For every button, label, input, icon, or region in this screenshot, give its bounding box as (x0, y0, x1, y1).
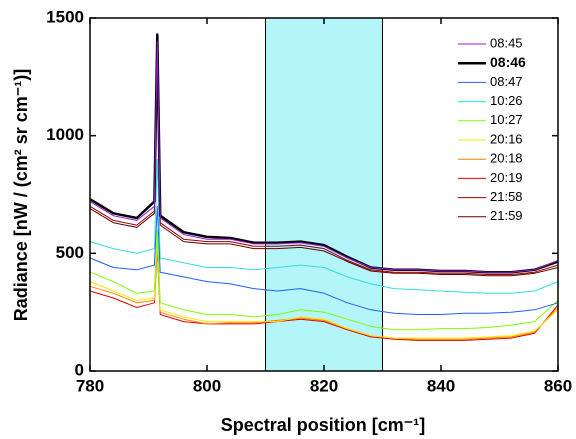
series-line (89, 41, 559, 273)
legend-label: 08:45 (490, 35, 523, 50)
x-tick-label: 800 (193, 376, 221, 395)
series-line (89, 158, 559, 294)
y-axis-title: Radiance [nW / (cm² sr cm⁻¹)] (11, 69, 31, 322)
series-line (89, 205, 559, 315)
legend-label: 10:26 (490, 93, 523, 108)
highlight-band (265, 17, 383, 372)
series-line (89, 229, 559, 331)
y-tick-label: 0 (75, 360, 84, 379)
x-tick-label: 780 (76, 376, 104, 395)
legend-label: 21:58 (490, 189, 523, 204)
x-tick-label: 840 (427, 376, 455, 395)
x-tick-label: 820 (310, 376, 338, 395)
legend-label: 20:19 (490, 170, 523, 185)
legend-label: 08:47 (490, 74, 523, 89)
y-tick-label: 500 (56, 243, 84, 262)
y-tick-label: 1000 (46, 125, 84, 144)
x-tick-label: 860 (544, 376, 572, 395)
legend-label: 20:18 (490, 151, 523, 166)
legend-label: 10:27 (490, 112, 523, 127)
y-tick-label: 1500 (46, 7, 84, 26)
legend-label: 20:16 (490, 131, 523, 146)
x-axis-title: Spectral position [cm⁻¹] (221, 415, 426, 435)
legend-label: 08:46 (490, 54, 526, 70)
legend-label: 21:59 (490, 208, 523, 223)
